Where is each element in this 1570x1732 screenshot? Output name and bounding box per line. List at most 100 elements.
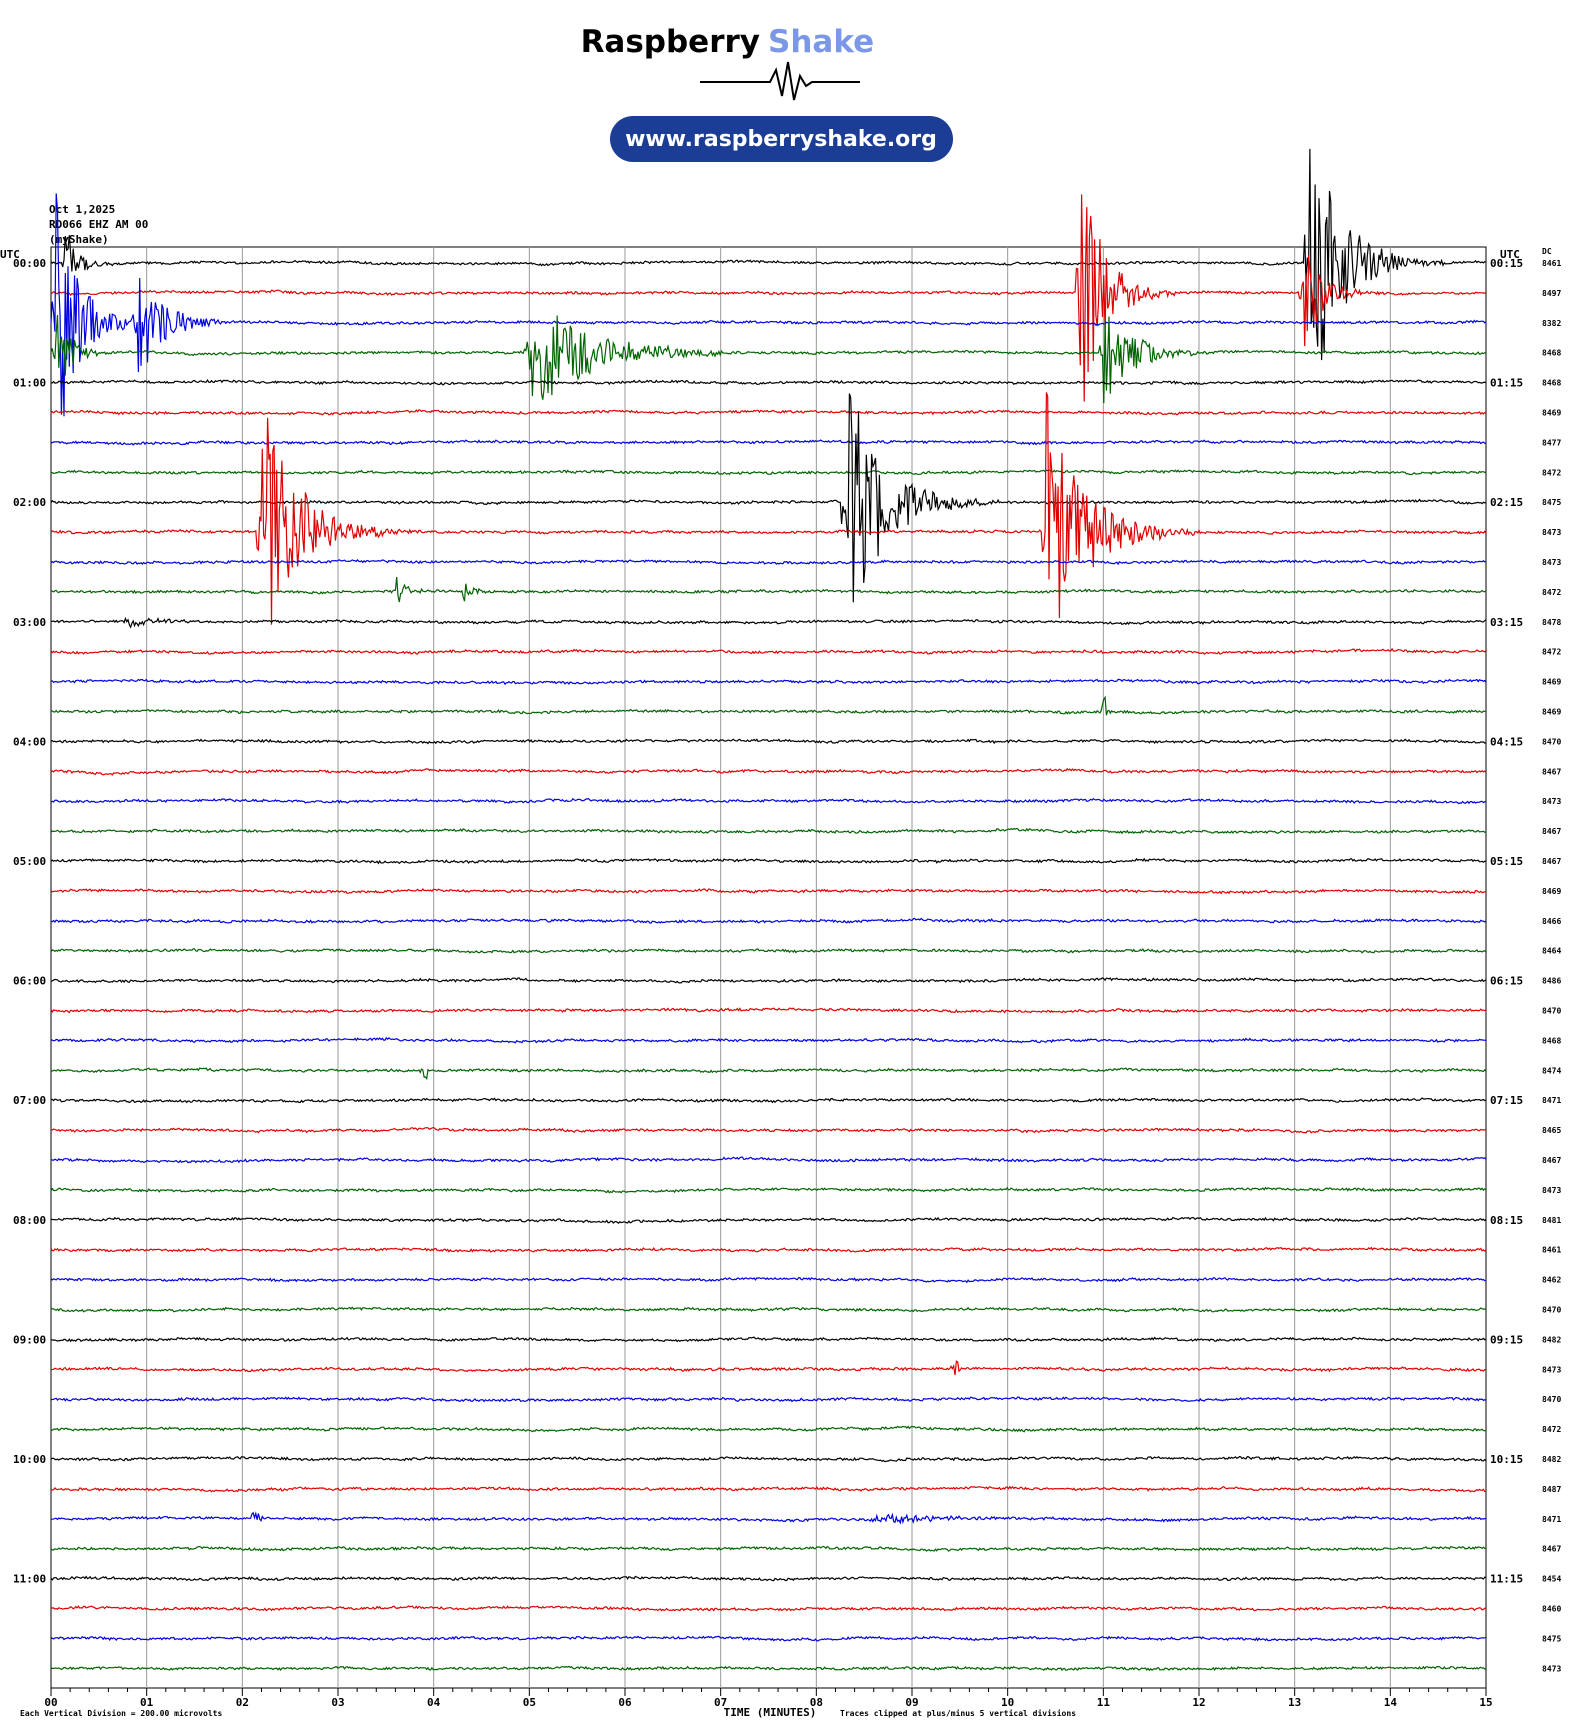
trace [50,193,1487,417]
trace [50,827,1487,835]
trace [50,1575,1487,1582]
hour-label-left: 02:00 [13,496,46,509]
dc-value: 8473 [1542,528,1561,537]
dc-value: 8467 [1542,767,1561,776]
dc-value: 8462 [1542,1276,1561,1285]
dc-value: 8474 [1542,1066,1561,1075]
hour-label-left: 08:00 [13,1214,46,1227]
trace [51,1511,1487,1525]
url[interactable]: www.raspberryshake.org [625,127,937,152]
trace [50,469,1487,476]
dc-value: 8467 [1542,1156,1561,1165]
trace [50,148,1487,361]
dc-value: 8467 [1542,857,1561,866]
dc-value: 8454 [1542,1575,1561,1584]
dc-value: 8468 [1542,1036,1561,1045]
trace [50,409,1487,416]
hour-label-right: 01:15 [1490,377,1523,390]
trace [50,767,1487,776]
dc-value: 8481 [1542,1216,1561,1225]
dc-value: 8470 [1542,1306,1561,1315]
trace [50,1186,1487,1194]
trace [51,1126,1486,1134]
logo-squiggle [700,61,860,101]
dc-value: 8472 [1542,468,1561,477]
dc-value: 8469 [1542,708,1561,717]
hour-label-left: 00:00 [13,257,46,270]
x-tick-label: 12 [1192,1696,1205,1709]
x-tick-label: 01 [140,1696,154,1709]
x-tick-label: 15 [1479,1696,1492,1709]
footer-left: Each Vertical Division = 200.00 microvol… [20,1708,222,1718]
dc-value: 8465 [1542,1126,1561,1135]
dc-value: 8467 [1542,827,1561,836]
hour-label-left: 11:00 [13,1573,46,1586]
dc-value: 8473 [1542,797,1561,806]
logo-accent: Shake [768,24,874,60]
trace [50,888,1487,895]
x-tick-label: 04 [427,1696,441,1709]
trace [50,1246,1487,1253]
trace [51,1396,1487,1403]
hour-label-left: 07:00 [13,1094,46,1107]
dc-value: 8470 [1542,1007,1561,1016]
x-tick-label: 13 [1288,1696,1301,1709]
trace [50,1455,1487,1463]
dc-value: 8475 [1542,1634,1561,1643]
trace [50,1306,1487,1313]
trace [50,1036,1487,1044]
hour-label-right: 04:15 [1490,735,1523,748]
hour-label-right: 00:15 [1490,257,1523,270]
hour-label-left: 01:00 [13,377,46,390]
x-tick-label: 08 [810,1696,823,1709]
url-pill[interactable] [610,116,953,162]
trace [50,948,1487,954]
dc-value: 8487 [1542,1485,1561,1494]
trace [50,917,1487,924]
utc-right: UTC [1500,248,1520,261]
trace [50,857,1487,865]
x-tick-label: 00 [44,1696,57,1709]
trace [50,738,1487,745]
trace [50,1665,1487,1672]
x-tick-label: 05 [523,1696,536,1709]
dc-value: 8475 [1542,498,1561,507]
trace [50,1425,1487,1433]
dc-value: 8482 [1542,1455,1561,1464]
trace [50,695,1487,716]
dc-value: 8473 [1542,558,1561,567]
utc-left: UTC [0,248,20,261]
trace [50,1360,1486,1376]
hour-label-right: 07:15 [1490,1094,1523,1107]
dc-value: 8472 [1542,1425,1561,1434]
dc-value: 8472 [1542,648,1561,657]
plot-frame [50,246,1487,1689]
x-axis-label: TIME (MINUTES) [724,1706,817,1719]
dc-value: 8497 [1542,289,1561,298]
trace [50,558,1487,566]
trace [50,647,1487,655]
trace [51,678,1487,686]
x-tick-label: 06 [618,1696,632,1709]
hour-label-left: 03:00 [13,616,46,629]
hour-label-right: 11:15 [1490,1573,1523,1586]
dc-value: 8478 [1542,618,1561,627]
trace [50,1276,1486,1284]
dc-value: 8469 [1542,409,1561,418]
hour-label-left: 05:00 [13,855,46,868]
trace [50,439,1487,446]
hour-label-left: 09:00 [13,1333,46,1346]
trace [50,1156,1487,1164]
dc-value: 8460 [1542,1605,1561,1614]
trace [50,797,1487,805]
network: (myShake) [49,233,109,246]
dc-value: 8464 [1542,947,1561,956]
x-tick-label: 10 [1001,1696,1014,1709]
x-tick-label: 03 [331,1696,344,1709]
trace [51,1485,1487,1493]
dc-value: 8482 [1542,1335,1561,1344]
x-tick-label: 11 [1097,1696,1111,1709]
footer-right: Traces clipped at plus/minus 5 vertical … [840,1708,1076,1718]
hour-label-right: 09:15 [1490,1333,1523,1346]
